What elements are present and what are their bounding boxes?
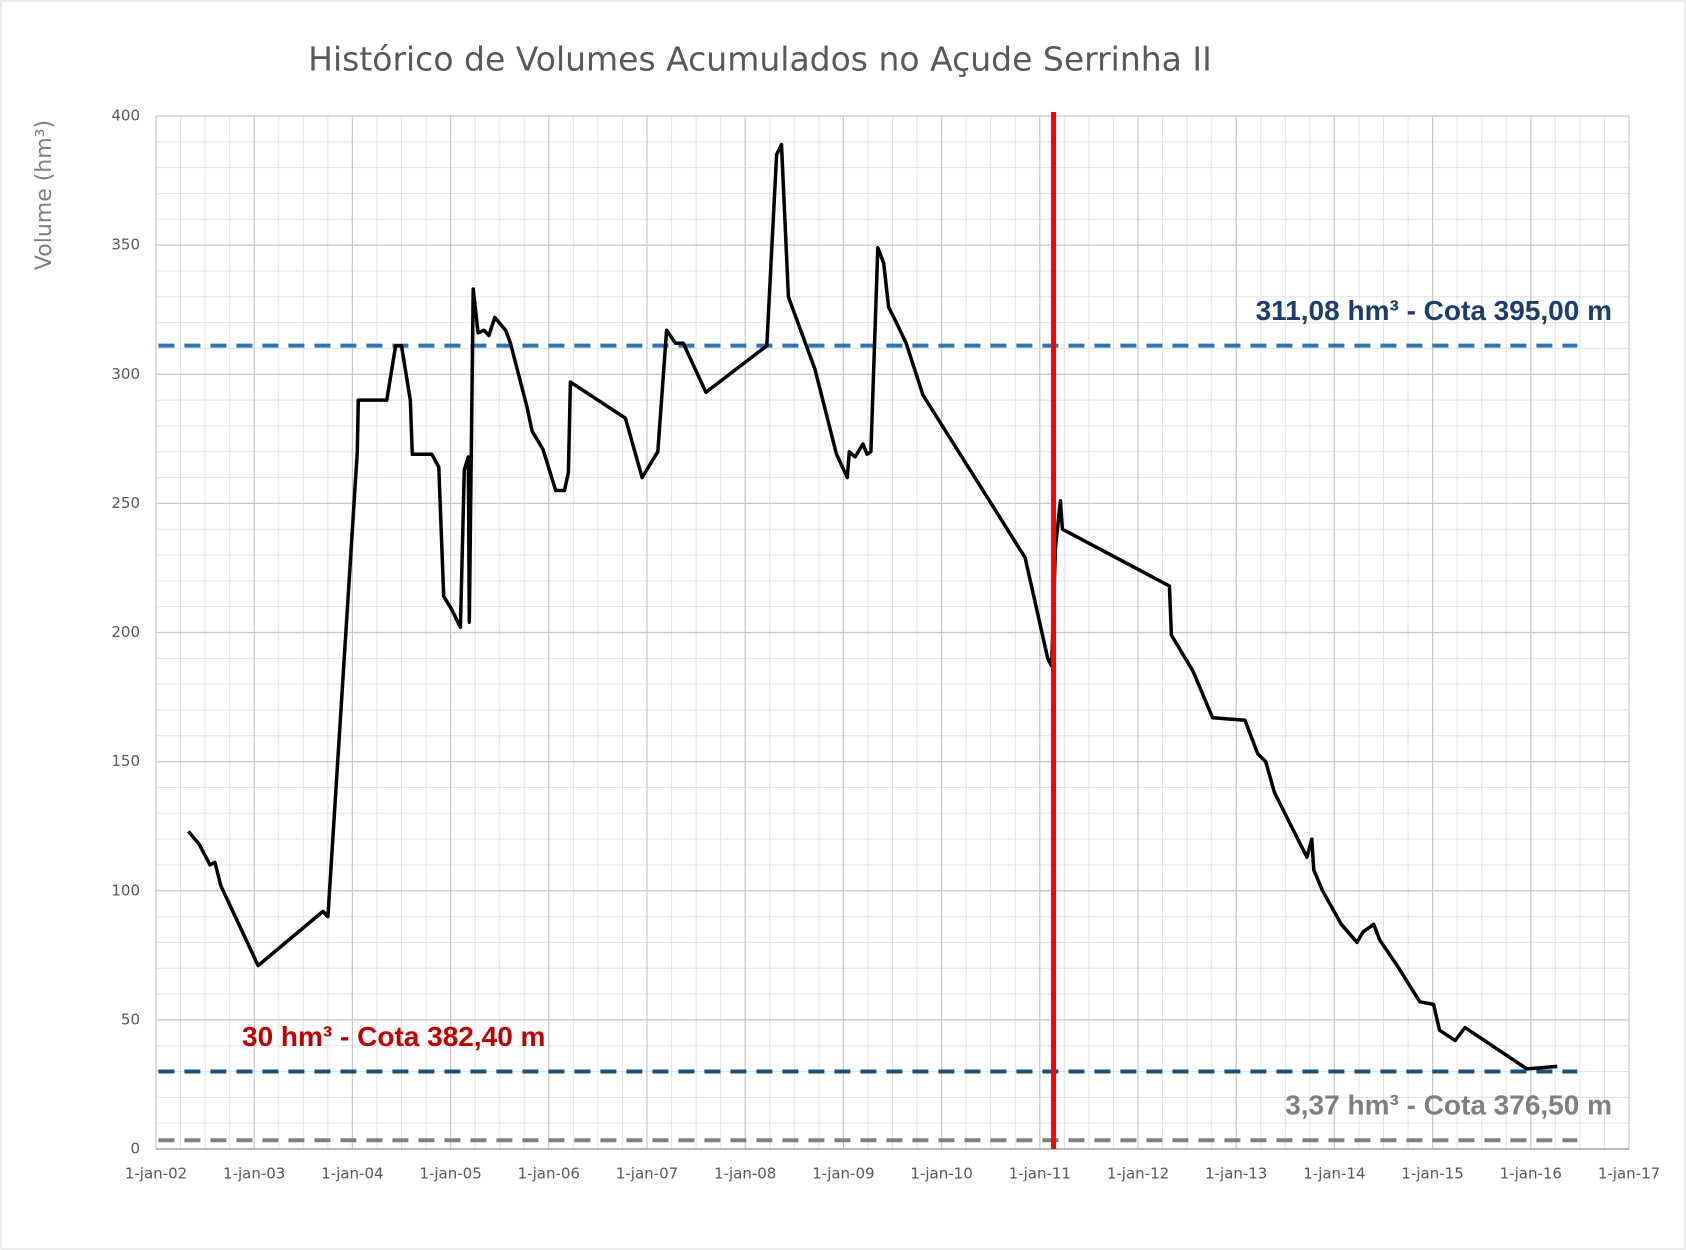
y-tick-label: 150 [111, 752, 140, 770]
x-tick-label: 1-jan-08 [714, 1165, 776, 1183]
y-tick-label: 200 [111, 623, 140, 641]
x-tick-label: 1-jan-04 [321, 1165, 383, 1183]
reference-label: 311,08 hm³ - Cota 395,00 m [1256, 295, 1612, 326]
reference-label: 3,37 hm³ - Cota 376,50 m [1285, 1090, 1612, 1121]
reference-label: 30 hm³ - Cota 382,40 m [242, 1021, 545, 1052]
x-tick-label: 1-jan-02 [125, 1165, 187, 1183]
x-tick-label: 1-jan-15 [1401, 1165, 1463, 1183]
x-tick-label: 1-jan-07 [616, 1165, 678, 1183]
y-tick-label: 100 [111, 881, 140, 899]
chart-title: Histórico de Volumes Acumulados no Açude… [308, 40, 1212, 79]
x-tick-label: 1-jan-03 [223, 1165, 285, 1183]
y-tick-label: 0 [130, 1140, 140, 1158]
x-tick-label: 1-jan-12 [1107, 1165, 1169, 1183]
y-tick-label: 300 [111, 365, 140, 383]
data-line [187, 142, 1558, 1071]
y-axis-label: Volume (hm³) [32, 120, 57, 270]
x-tick-label: 1-jan-06 [518, 1165, 580, 1183]
y-tick-label: 250 [111, 494, 140, 512]
x-tick-label: 1-jan-17 [1598, 1165, 1660, 1183]
x-tick-label: 1-jan-14 [1303, 1165, 1365, 1183]
x-tick-label: 1-jan-09 [812, 1165, 874, 1183]
x-tick-label: 1-jan-05 [419, 1165, 481, 1183]
y-tick-label: 400 [111, 107, 140, 125]
y-tick-label: 50 [121, 1010, 140, 1028]
x-tick-label: 1-jan-11 [1009, 1165, 1071, 1183]
x-tick-label: 1-jan-10 [910, 1165, 972, 1183]
y-tick-label: 350 [111, 236, 140, 254]
x-tick-label: 1-jan-13 [1205, 1165, 1267, 1183]
x-tick-label: 1-jan-16 [1500, 1165, 1562, 1183]
